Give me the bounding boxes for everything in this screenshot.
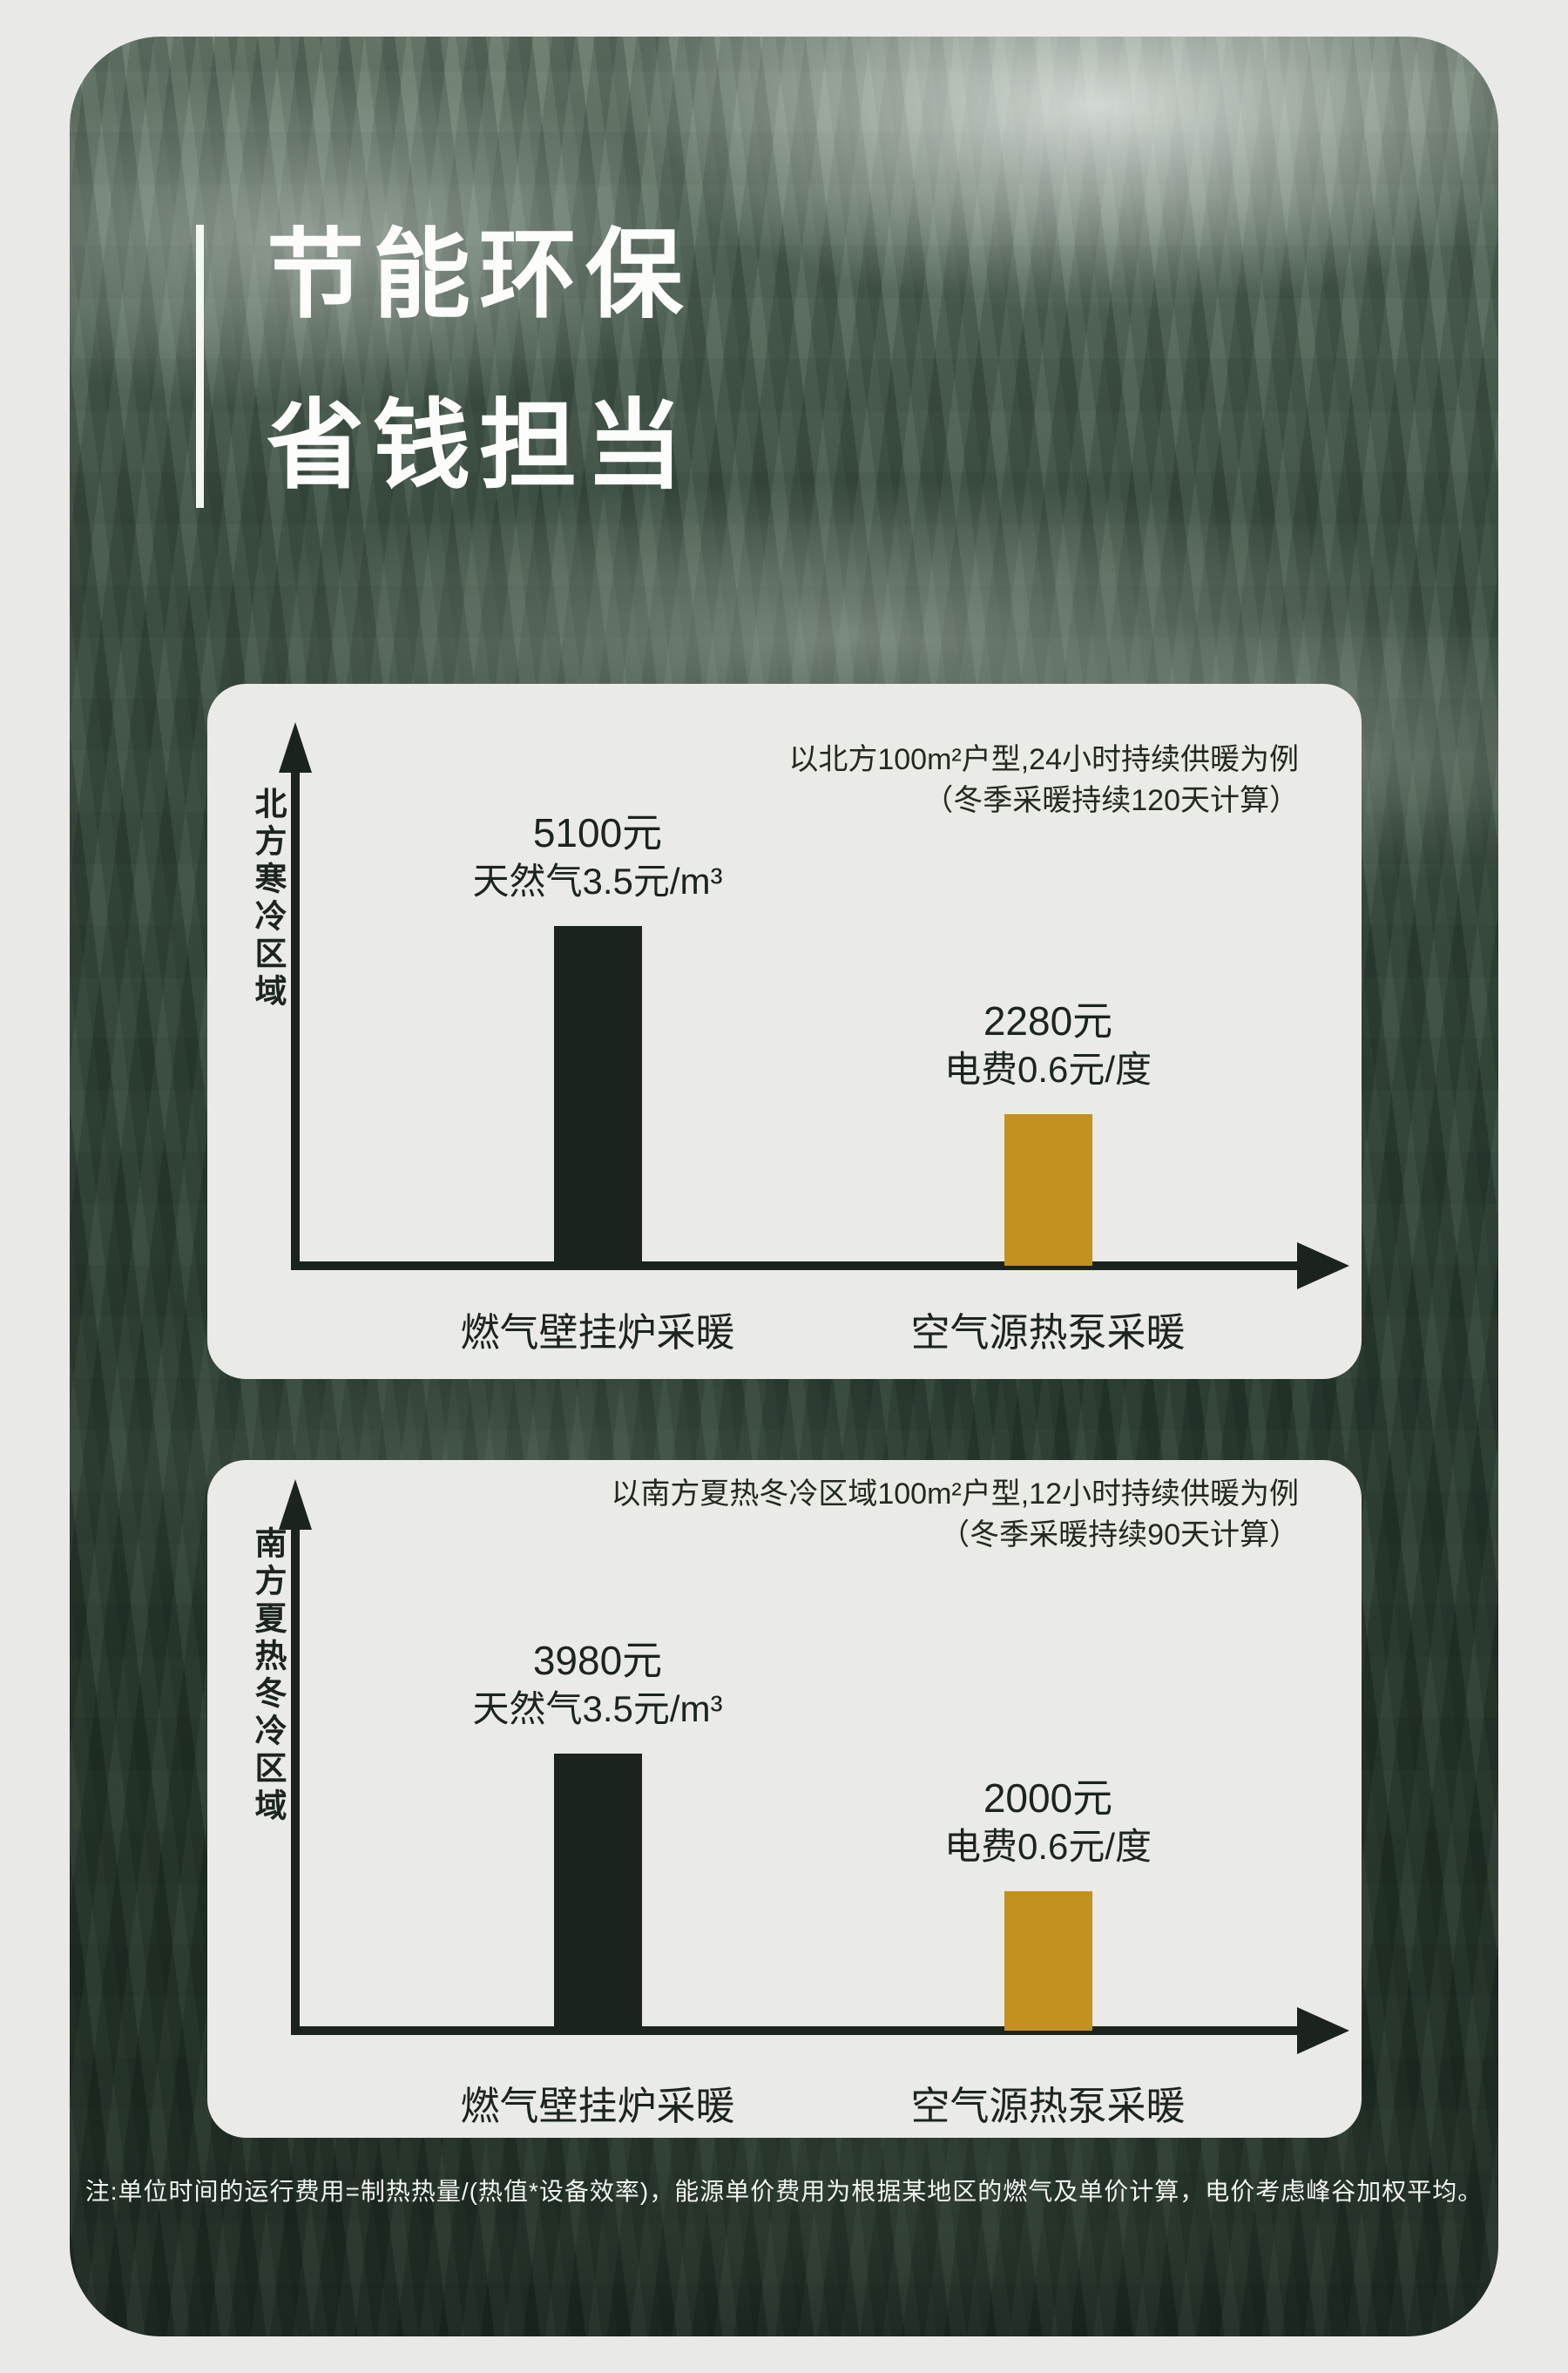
bar-value-label: 5100元 xyxy=(532,810,663,855)
bar-group-heatpump-north: 2280元 电费0.6元/度 xyxy=(900,996,1196,1266)
chart-card-north: 北方寒冷区域 以北方100m²户型,24小时持续供暖为例 （冬季采暖持续120天… xyxy=(207,684,1362,1379)
x-axis-line xyxy=(291,1261,1297,1270)
chart-note-south-line1: 以南方夏热冬冷区域100m²户型,12小时持续供暖为例 xyxy=(611,1477,1299,1511)
category-label-gas: 燃气壁挂炉采暖 xyxy=(460,2084,735,2128)
bar-gas-south xyxy=(553,1754,642,2031)
x-axis-line xyxy=(291,2026,1297,2035)
y-axis-line xyxy=(291,1526,300,2035)
bar-group-heatpump-south: 2000元 电费0.6元/度 xyxy=(900,1773,1196,2031)
chart-note-north-line1: 以北方100m²户型,24小时持续供暖为例 xyxy=(788,743,1299,776)
chart-card-south: 南方夏热冬冷区域 以南方夏热冬冷区域100m²户型,12小时持续供暖为例 （冬季… xyxy=(207,1460,1362,2138)
category-label-gas: 燃气壁挂炉采暖 xyxy=(460,1310,735,1355)
chart-note-north-line2: （冬季采暖持续120天计算） xyxy=(923,784,1299,817)
x-axis-arrow-icon xyxy=(1297,2007,1349,2054)
page-title-line2: 省钱担当 xyxy=(267,391,692,500)
y-axis-arrow-icon xyxy=(279,1479,312,1530)
chart-note-south-line2: （冬季采暖持续90天计算） xyxy=(940,1518,1299,1552)
bar-value-label: 3980元 xyxy=(532,1638,663,1683)
bar-price-label: 天然气3.5元/m³ xyxy=(472,1688,723,1729)
category-label-heatpump: 空气源热泵采暖 xyxy=(910,1310,1186,1355)
bar-value-label: 2000元 xyxy=(983,1775,1113,1821)
x-axis-arrow-icon xyxy=(1297,1242,1349,1289)
bar-group-gas-north: 5100元 天然气3.5元/m³ xyxy=(449,808,746,1266)
footnote: 注:单位时间的运行费用=制热热量/(热值*设备效率)，能源单价费用为根据某地区的… xyxy=(84,2178,1484,2205)
page-title: 节能环保 省钱担当 xyxy=(267,190,692,531)
chart-note-south: 以南方夏热冬冷区域100m²户型,12小时持续供暖为例 （冬季采暖持续90天计算… xyxy=(611,1474,1299,1556)
bar-price-label: 天然气3.5元/m³ xyxy=(472,861,723,902)
category-label-heatpump: 空气源热泵采暖 xyxy=(910,2084,1186,2128)
region-label-south: 南方夏热冬冷区域 xyxy=(250,1526,286,1826)
bar-gas-north xyxy=(553,926,642,1266)
y-axis-line xyxy=(291,769,300,1270)
bar-heatpump-north xyxy=(1004,1114,1092,1266)
bar-group-gas-south: 3980元 天然气3.5元/m³ xyxy=(449,1635,746,2031)
bar-price-label: 电费0.6元/度 xyxy=(943,1826,1152,1867)
region-label-north: 北方寒冷区域 xyxy=(250,787,286,1011)
chart-note-north: 以北方100m²户型,24小时持续供暖为例 （冬季采暖持续120天计算） xyxy=(788,740,1299,821)
title-accent-bar xyxy=(196,225,204,508)
y-axis-arrow-icon xyxy=(279,722,312,773)
bar-value-label: 2280元 xyxy=(983,998,1113,1044)
bar-price-label: 电费0.6元/度 xyxy=(943,1049,1152,1090)
bar-heatpump-south xyxy=(1004,1891,1092,2031)
page-title-line1: 节能环保 xyxy=(267,220,692,329)
